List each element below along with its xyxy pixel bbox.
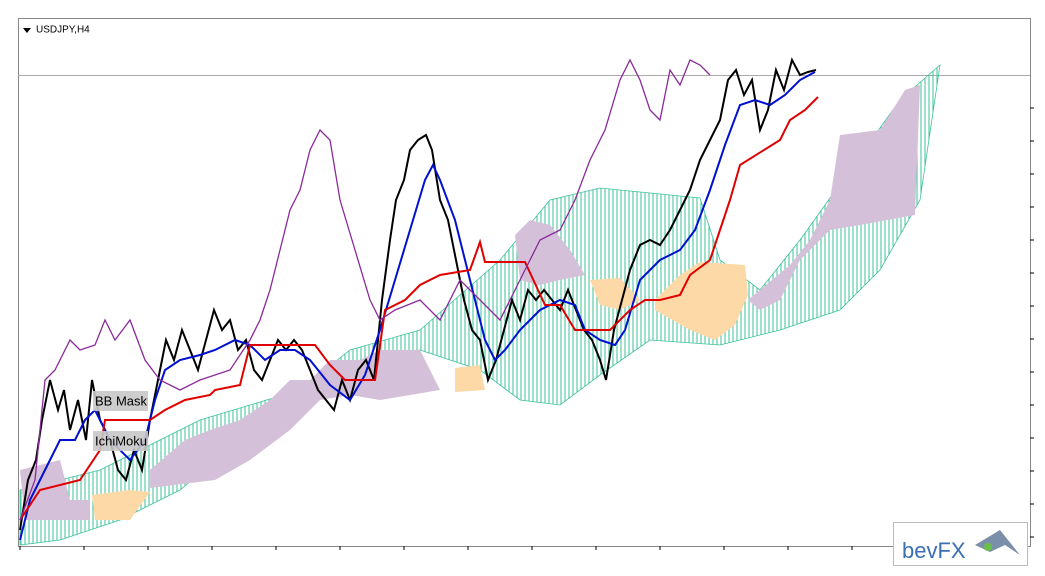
indicator-label: IchiMoku [95, 433, 147, 448]
symbol: USDJPY,H4 [36, 25, 90, 36]
axis-ticks [19, 107, 1034, 550]
indicator-label: BB Mask [95, 393, 148, 408]
label-box [93, 391, 148, 411]
label-box [93, 431, 148, 451]
logo-dot [984, 543, 992, 551]
logo-text: bevFX [902, 538, 966, 563]
ichimoku-mask [92, 262, 748, 520]
bb-mask [20, 85, 920, 520]
dropdown-arrow[interactable] [23, 28, 31, 33]
chikou-span [19, 58, 711, 521]
tenkan-sen [19, 96, 819, 521]
